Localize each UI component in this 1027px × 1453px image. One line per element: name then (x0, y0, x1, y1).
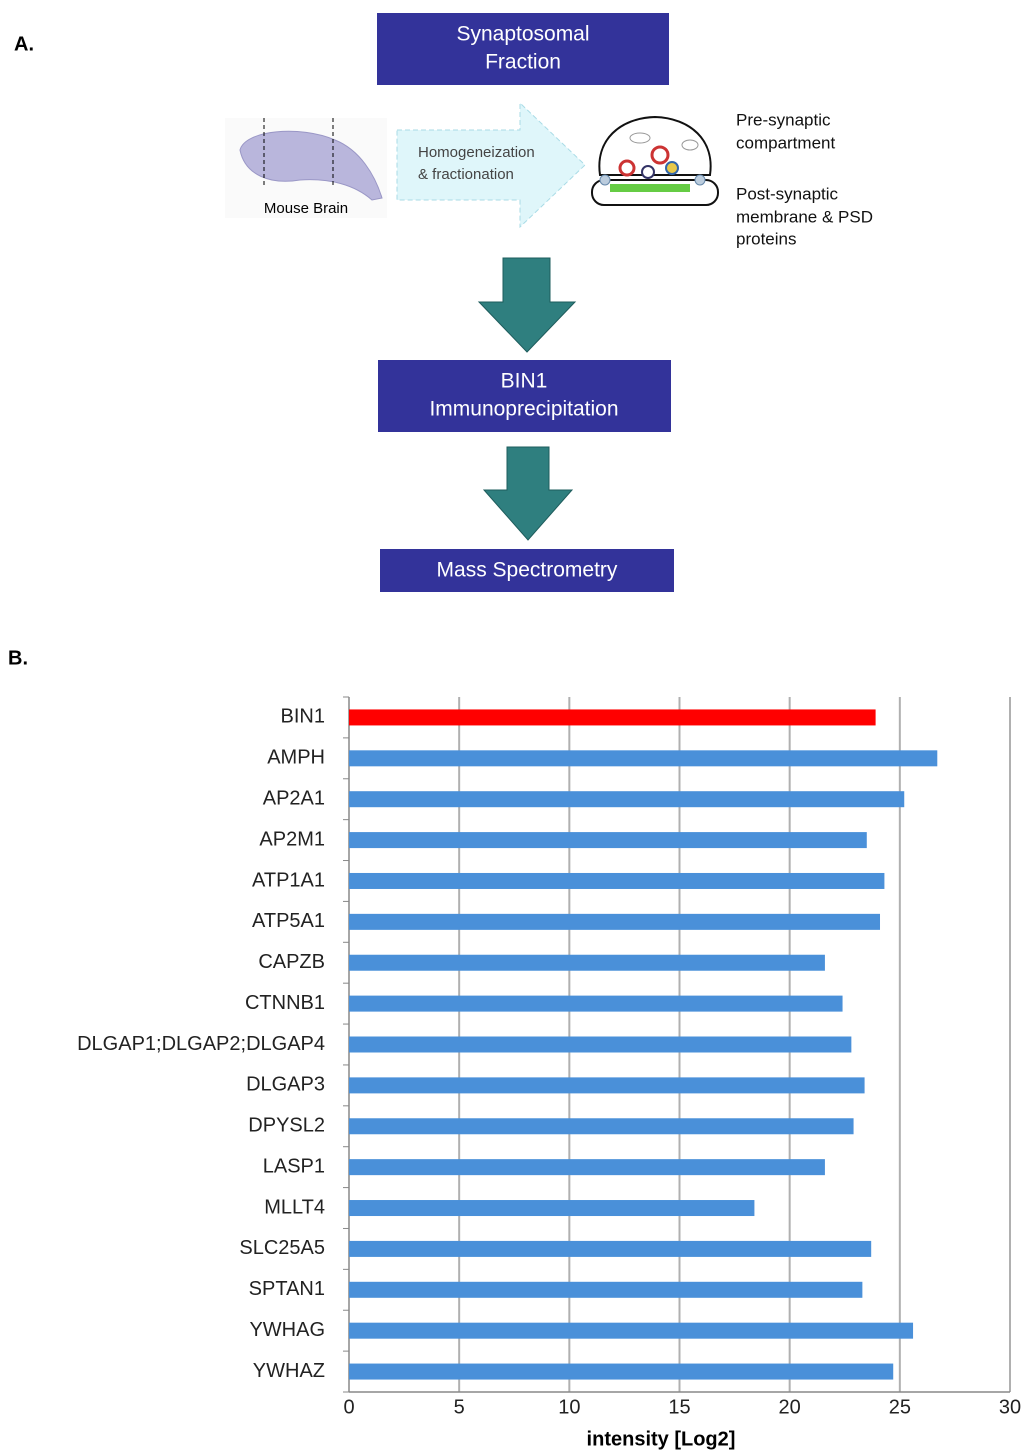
bar (349, 1200, 755, 1217)
step-box (377, 13, 669, 85)
y-tick-label: AP2M1 (259, 828, 325, 850)
y-tick-label: DPYSL2 (248, 1115, 325, 1137)
bar (349, 1077, 865, 1094)
bar (349, 1240, 872, 1257)
bar (349, 1036, 852, 1053)
bar (349, 1118, 854, 1135)
bar (349, 872, 885, 889)
bar (349, 1159, 825, 1176)
x-axis-label: intensity [Log2] (587, 1428, 736, 1450)
down-arrow (482, 446, 574, 541)
bar (349, 832, 867, 849)
post-text: proteins (736, 229, 796, 248)
process-arrow (396, 101, 586, 229)
box-text: Mass Spectrometry (437, 559, 618, 582)
x-tick-label: 15 (668, 1396, 690, 1418)
y-tick-label: AMPH (267, 747, 325, 769)
y-tick-label: ATP5A1 (252, 910, 325, 932)
bar (349, 1363, 894, 1380)
y-tick-label: ATP1A1 (252, 869, 325, 891)
bar (349, 913, 881, 930)
process-text: Homogeneization (418, 144, 535, 161)
brain-image (225, 118, 387, 218)
y-tick-label: DLGAP1;DLGAP2;DLGAP4 (77, 1033, 325, 1055)
y-tick-label: CTNNB1 (245, 992, 325, 1014)
y-tick-label: SLC25A5 (239, 1237, 325, 1259)
y-tick-label: YWHAZ (253, 1360, 325, 1382)
bar (349, 709, 876, 726)
y-tick-label: BIN1 (281, 706, 325, 728)
box-text: BIN1 (501, 370, 548, 393)
brain-label: Mouse Brain (264, 200, 348, 217)
down-arrow (477, 257, 577, 353)
bar (349, 1281, 863, 1298)
box-text: Immunoprecipitation (429, 398, 618, 421)
synapse-image (591, 115, 719, 206)
step-box (380, 549, 674, 592)
y-tick-label: YWHAG (249, 1319, 325, 1341)
pre-text: compartment (736, 133, 835, 152)
pre-text: Pre-synaptic (736, 110, 831, 129)
bar-chart: 0 5 10 15 20 25 30 BIN1 AMPH AP2A1 AP2M1 ATP1A1 ATP5… (77, 696, 1021, 1418)
x-tick-label: 25 (889, 1396, 911, 1418)
bar (349, 1322, 914, 1339)
panel-label: B. (8, 647, 28, 669)
post-text: Post-synaptic (736, 184, 839, 203)
post-text: membrane & PSD (736, 207, 873, 226)
bar (349, 995, 843, 1012)
bar (349, 954, 825, 971)
y-tick-label: CAPZB (258, 951, 325, 973)
bar (349, 750, 938, 767)
x-tick-label: 10 (558, 1396, 580, 1418)
step-box (378, 360, 671, 432)
x-tick-label: 5 (454, 1396, 465, 1418)
bar (349, 791, 905, 808)
box-text: Fraction (485, 51, 561, 74)
y-tick-label: AP2A1 (263, 787, 325, 809)
y-tick-label: SPTAN1 (249, 1278, 325, 1300)
process-text: & fractionation (418, 166, 514, 183)
y-tick-label: DLGAP3 (246, 1074, 325, 1096)
y-tick-label: MLLT4 (264, 1196, 325, 1218)
x-tick-label: 20 (779, 1396, 801, 1418)
panel-label: A. (14, 33, 34, 55)
y-tick-label: LASP1 (263, 1155, 325, 1177)
x-tick-label: 30 (999, 1396, 1021, 1418)
x-tick-label: 0 (343, 1396, 354, 1418)
box-text: Synaptosomal (456, 23, 589, 46)
